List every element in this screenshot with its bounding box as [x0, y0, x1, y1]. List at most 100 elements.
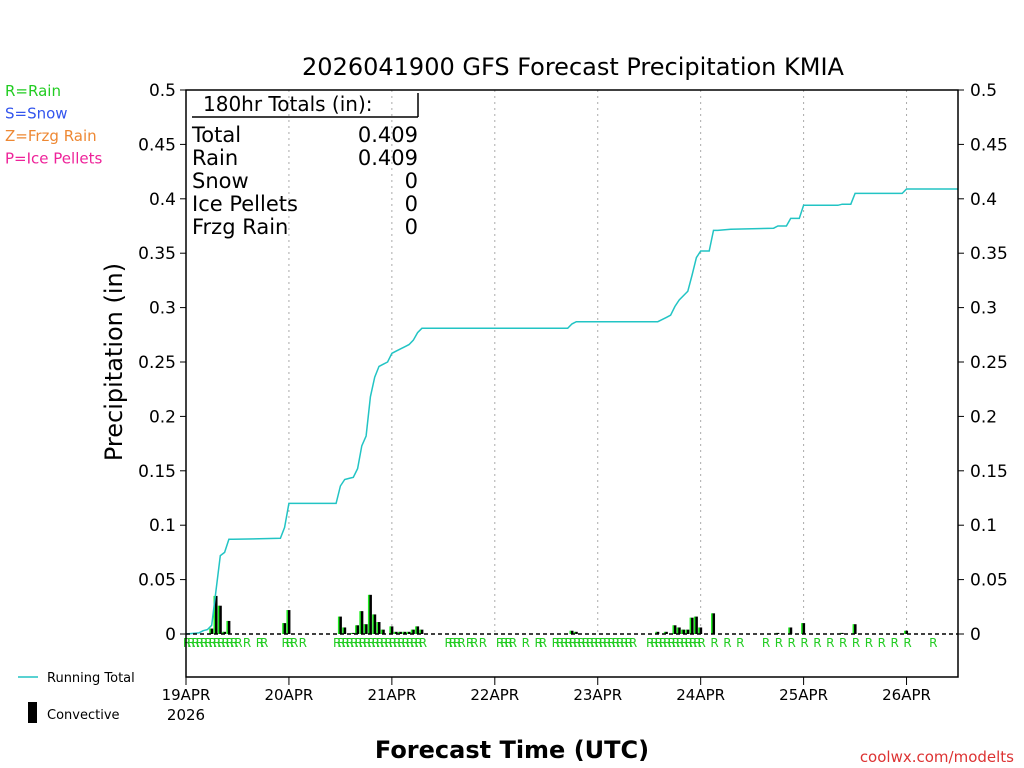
- precip-bar-total: [686, 629, 690, 634]
- rain-marker: R: [839, 636, 847, 650]
- precip-bar-total: [338, 616, 342, 634]
- rain-marker: R: [204, 636, 212, 650]
- rain-marker: R: [414, 636, 422, 650]
- precip-bar-rain: [406, 631, 409, 634]
- rain-marker: R: [680, 636, 688, 650]
- precip-bar-rain: [711, 613, 713, 634]
- rain-marker: R: [397, 636, 405, 650]
- type-legend-entry: R=Rain: [5, 82, 61, 100]
- rain-marker: R: [226, 636, 234, 650]
- totals-label: Frzg Rain: [192, 215, 288, 239]
- precip-bar-total: [394, 631, 398, 634]
- precip-bar-rain: [681, 629, 683, 634]
- precip-bar-total: [420, 629, 424, 634]
- rain-marker: R: [337, 636, 345, 650]
- rain-marker: R: [903, 636, 911, 650]
- precip-bar-total: [223, 631, 227, 634]
- rain-marker: R: [384, 636, 392, 650]
- rain-marker: R: [380, 636, 388, 650]
- precip-bar-total: [416, 626, 420, 634]
- y-tick-label-right: 0.15: [970, 462, 1008, 482]
- y-tick-label-left: 0: [165, 625, 176, 645]
- precip-bar-total: [210, 628, 214, 634]
- y-tick-label-right: 0.45: [970, 135, 1008, 155]
- rain-marker: R: [367, 636, 375, 650]
- precip-bar-total: [360, 611, 364, 634]
- rain-marker: R: [196, 636, 204, 650]
- rain-marker: R: [672, 636, 680, 650]
- rain-marker: R: [342, 636, 350, 650]
- precip-bar-total: [789, 627, 793, 634]
- precip-bar-rain: [904, 630, 906, 634]
- gridlines: [288, 90, 908, 634]
- rain-marker: R: [221, 636, 229, 650]
- precip-bar-rain: [676, 627, 679, 634]
- rain-marker: R: [350, 636, 358, 650]
- watermark: coolwx.com/modelts: [860, 748, 1014, 766]
- precip-bar-rain: [209, 628, 211, 634]
- totals-box: 180hr Totals (in): Total 0.409 Rain 0.409 Sno…: [191, 92, 419, 239]
- y-tick-label-left: 0.45: [138, 135, 176, 155]
- rain-marker: R: [419, 636, 427, 650]
- y-tick-label-right: 0.2: [970, 407, 997, 427]
- precip-bar-rain: [663, 631, 666, 634]
- rain-marker: R: [539, 636, 547, 650]
- precip-bar-total: [699, 627, 703, 634]
- rain-marker: R: [616, 636, 624, 650]
- rain-marker: R: [560, 636, 568, 650]
- precip-bar-rain: [672, 625, 674, 634]
- rain-marker: R: [230, 636, 238, 650]
- precip-bar-rain: [788, 627, 790, 634]
- y-tick-label-left: 0.15: [138, 462, 176, 482]
- rain-marker: R: [723, 636, 731, 650]
- rain-marker: R: [299, 636, 307, 650]
- x-tick-label: 21APR: [367, 686, 416, 704]
- rain-marker: R: [697, 636, 705, 650]
- totals-value: 0.409: [358, 123, 418, 147]
- rain-marker: R: [449, 636, 457, 650]
- rain-marker: R: [826, 636, 834, 650]
- rain-marker: R: [762, 636, 770, 650]
- rain-marker: R: [663, 636, 671, 650]
- y-tick-label-right: 0.25: [970, 353, 1008, 373]
- precip-bar-total: [905, 630, 909, 634]
- precip-bar-total: [712, 613, 716, 634]
- rain-marker: R: [659, 636, 667, 650]
- precip-bar-rain: [342, 627, 344, 634]
- rain-marker: R: [878, 636, 886, 650]
- rain-marker: R: [565, 636, 573, 650]
- rain-marker: R: [788, 636, 796, 650]
- precip-bar-rain: [217, 605, 220, 634]
- y-tick-label-right: 0.4: [970, 190, 997, 210]
- rain-marker: R: [929, 636, 937, 650]
- y-tick-label-right: 0.05: [970, 571, 1008, 591]
- precip-bar-total: [368, 594, 372, 634]
- precip-bar-rain: [693, 616, 696, 634]
- precip-bar-total: [343, 627, 347, 634]
- rain-marker: R: [522, 636, 530, 650]
- running-total-line: [185, 188, 958, 635]
- rain-marker: R: [260, 636, 268, 650]
- precip-bar-rain: [376, 622, 378, 634]
- precip-bar-rain: [655, 631, 657, 634]
- rain-marker: R: [813, 636, 821, 650]
- rain-marker: R: [890, 636, 898, 650]
- precip-bar-rain: [410, 629, 413, 634]
- rain-marker: R: [573, 636, 581, 650]
- precip-bar-total: [390, 626, 394, 634]
- y-tick-label-left: 0.35: [138, 244, 176, 264]
- precip-bar-rain: [363, 624, 366, 634]
- rain-marker: R: [217, 636, 225, 650]
- precip-bar-total: [407, 631, 411, 634]
- x-tick-label: 22APR: [470, 686, 519, 704]
- x-tick-label: 20APR: [265, 686, 314, 704]
- rain-marker: R: [577, 636, 585, 650]
- totals-heading: 180hr Totals (in):: [203, 92, 373, 116]
- totals-label: Snow: [192, 169, 249, 193]
- y-tick-label-right: 0.3: [970, 299, 997, 319]
- rain-marker: R: [586, 636, 594, 650]
- rain-marker: R: [582, 636, 590, 650]
- rain-marker: R: [650, 636, 658, 650]
